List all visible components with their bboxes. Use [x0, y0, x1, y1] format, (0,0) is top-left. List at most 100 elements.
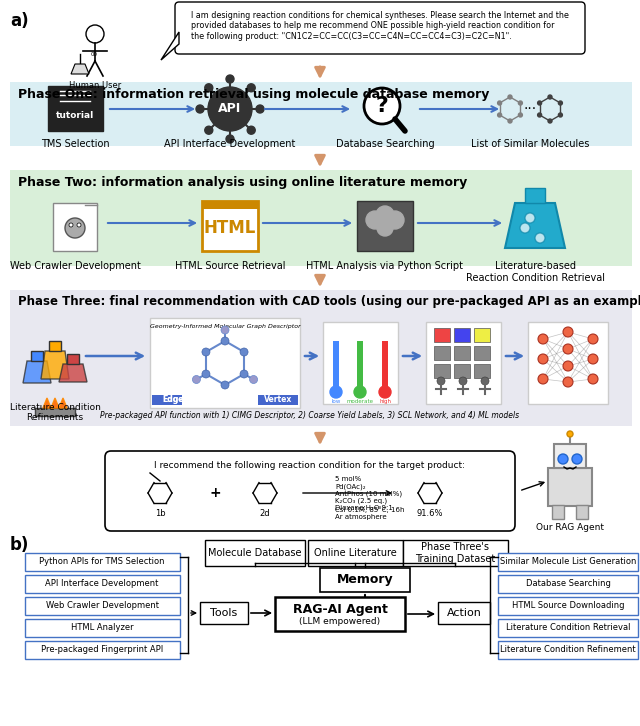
Bar — [498, 619, 638, 637]
Text: RAG-AI Agent: RAG-AI Agent — [292, 603, 387, 616]
Bar — [525, 188, 545, 203]
Text: Literature Condition Retrieval: Literature Condition Retrieval — [506, 622, 630, 632]
Text: Online Literature: Online Literature — [314, 548, 396, 558]
Text: Edge: Edge — [162, 396, 184, 404]
Bar — [438, 602, 490, 624]
Circle shape — [572, 454, 582, 464]
Circle shape — [538, 334, 548, 344]
Text: HTML Source Retrieval: HTML Source Retrieval — [175, 261, 285, 271]
Bar — [25, 619, 180, 637]
Text: (LLM empowered): (LLM empowered) — [300, 616, 381, 626]
Circle shape — [221, 337, 229, 345]
Text: Pre-packaged API function with 1) CIMG Descriptor, 2) Coarse Yield Labels, 3) SC: Pre-packaged API function with 1) CIMG D… — [100, 411, 520, 420]
Circle shape — [508, 119, 512, 123]
Circle shape — [77, 223, 81, 227]
Text: ?: ? — [376, 96, 388, 116]
Circle shape — [481, 377, 489, 385]
Bar — [150, 318, 300, 408]
Text: Phase Two: information analysis using online literature memory: Phase Two: information analysis using on… — [18, 176, 467, 189]
Text: moderate: moderate — [346, 399, 374, 404]
Bar — [498, 553, 638, 571]
Circle shape — [558, 113, 563, 117]
Circle shape — [588, 354, 598, 364]
Bar — [25, 641, 180, 659]
Bar — [357, 201, 413, 251]
Circle shape — [354, 386, 366, 398]
Bar — [10, 170, 632, 266]
Circle shape — [202, 370, 210, 378]
Circle shape — [250, 375, 257, 383]
Text: HTML Analysis via Python Script: HTML Analysis via Python Script — [307, 261, 463, 271]
Circle shape — [202, 348, 210, 356]
Circle shape — [508, 95, 512, 99]
Bar — [454, 328, 470, 342]
Bar — [35, 408, 75, 416]
Text: Our RAG Agent: Our RAG Agent — [536, 523, 604, 532]
Circle shape — [247, 126, 255, 134]
Bar — [454, 346, 470, 360]
Bar — [434, 346, 450, 360]
Bar — [498, 597, 638, 615]
Polygon shape — [43, 398, 51, 408]
Text: 2d: 2d — [260, 508, 270, 518]
Text: Phase One: information retrieval using molecule database memory: Phase One: information retrieval using m… — [18, 88, 490, 101]
Bar — [454, 364, 470, 378]
Text: b): b) — [10, 536, 29, 554]
Bar — [426, 322, 501, 404]
Circle shape — [518, 101, 522, 105]
Text: API Interface Development: API Interface Development — [45, 579, 159, 587]
Circle shape — [86, 25, 104, 43]
Circle shape — [558, 454, 568, 464]
Text: Edge: Edge — [162, 396, 184, 404]
Text: Similar Molecule List Generation: Similar Molecule List Generation — [500, 557, 636, 566]
Text: 00: 00 — [90, 52, 97, 57]
Bar — [498, 575, 638, 593]
Bar — [10, 82, 632, 146]
Circle shape — [376, 206, 394, 224]
Circle shape — [563, 327, 573, 337]
Bar — [548, 468, 592, 506]
Circle shape — [208, 87, 252, 131]
Circle shape — [240, 348, 248, 356]
Bar — [25, 575, 180, 593]
Circle shape — [538, 101, 541, 105]
Circle shape — [221, 326, 229, 334]
Text: Literature Condition Refinement: Literature Condition Refinement — [500, 645, 636, 653]
Text: 1b: 1b — [155, 508, 165, 518]
Bar — [576, 505, 588, 519]
Circle shape — [379, 386, 391, 398]
Circle shape — [366, 211, 384, 229]
Text: high: high — [379, 399, 391, 404]
Text: Database Searching: Database Searching — [336, 139, 435, 149]
Bar — [258, 395, 298, 405]
Bar — [67, 354, 79, 364]
Circle shape — [563, 377, 573, 387]
Text: API: API — [218, 102, 242, 115]
Circle shape — [538, 354, 548, 364]
Text: HTML: HTML — [204, 219, 256, 237]
Circle shape — [498, 101, 502, 105]
Circle shape — [386, 211, 404, 229]
Text: Action: Action — [447, 608, 481, 618]
Polygon shape — [23, 361, 51, 383]
Circle shape — [437, 377, 445, 385]
Text: HTML Source Downloading: HTML Source Downloading — [512, 600, 624, 610]
Bar — [474, 328, 490, 342]
Bar — [308, 540, 403, 566]
Bar — [403, 540, 508, 566]
Circle shape — [558, 101, 563, 105]
Text: 91.6%: 91.6% — [417, 508, 444, 518]
Bar — [31, 351, 43, 361]
Polygon shape — [71, 64, 89, 74]
Bar — [25, 553, 180, 571]
Bar — [49, 341, 61, 351]
Circle shape — [205, 126, 212, 134]
Circle shape — [563, 361, 573, 371]
Bar — [498, 641, 638, 659]
Text: List of Similar Molecules: List of Similar Molecules — [471, 139, 589, 149]
Polygon shape — [51, 398, 59, 408]
Polygon shape — [59, 398, 67, 408]
Text: API Interface Development: API Interface Development — [164, 139, 296, 149]
Bar — [552, 505, 564, 519]
Circle shape — [69, 223, 73, 227]
